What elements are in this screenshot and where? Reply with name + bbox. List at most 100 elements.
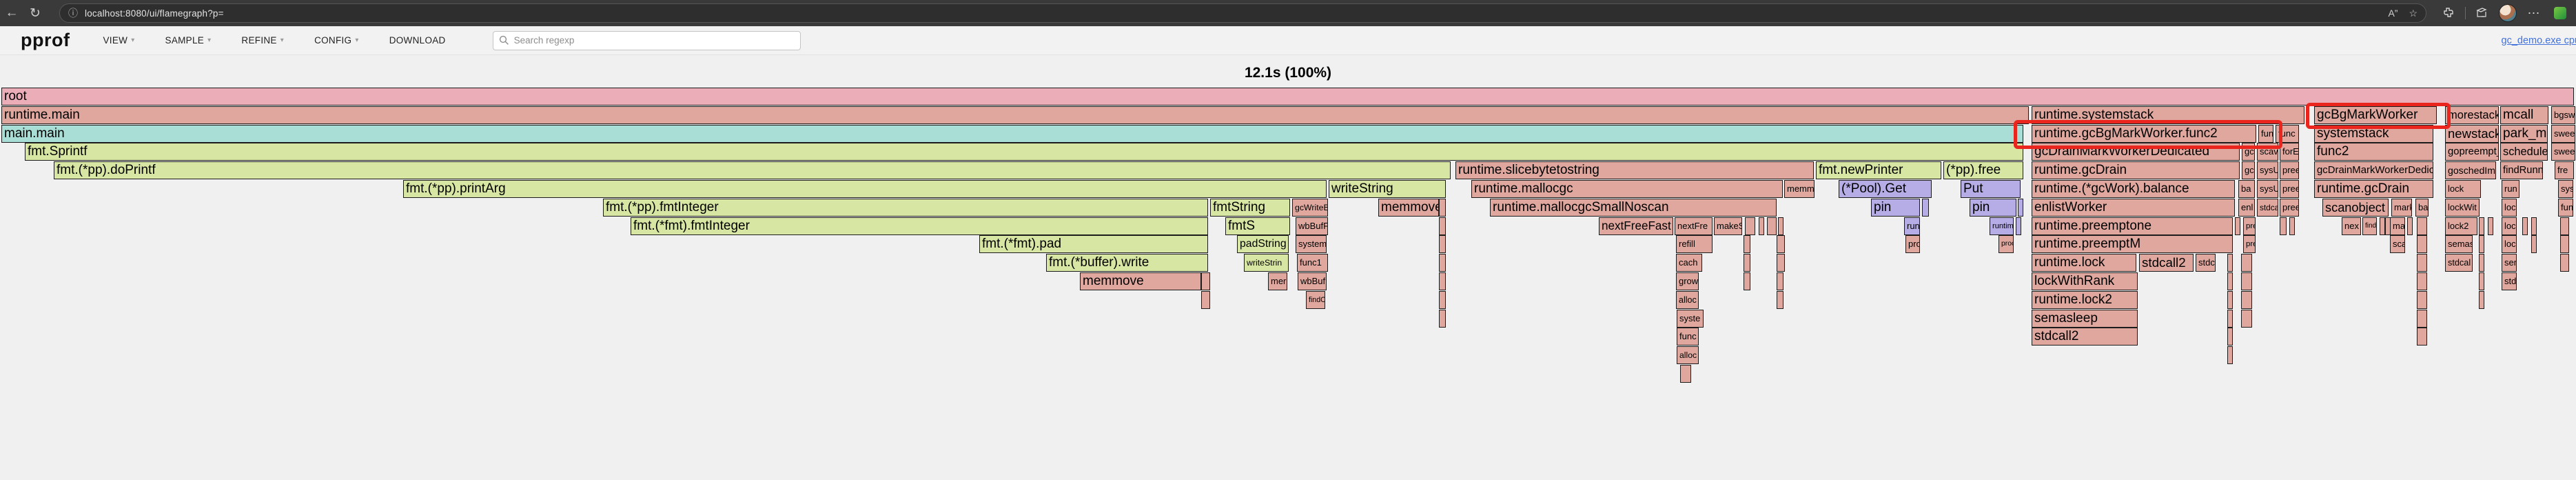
flame-frame-runtime-systemstack[interactable]: runtime.systemstack <box>2032 106 2304 124</box>
flame-frame[interactable] <box>2479 235 2484 253</box>
flame-frame-fmt-newprinter[interactable]: fmt.newPrinter <box>1816 161 1941 179</box>
flame-frame-gc[interactable]: gc <box>2242 143 2255 161</box>
flame-frame-mer[interactable]: mer <box>1268 272 1287 290</box>
flame-frame-pre[interactable]: pre <box>2243 217 2256 235</box>
flame-frame-ba[interactable]: ba <box>2238 180 2255 198</box>
flame-frame-system[interactable]: system <box>1296 235 1327 253</box>
flame-frame-refill[interactable]: refill <box>1676 235 1713 253</box>
flame-frame[interactable] <box>2407 217 2413 235</box>
flame-frame-pree[interactable]: pree <box>2280 199 2299 217</box>
flame-frame[interactable] <box>1759 217 1764 235</box>
favorite-star-icon[interactable]: ☆ <box>2409 7 2417 19</box>
flame-frame[interactable] <box>1744 254 1750 272</box>
menu-refine[interactable]: REFINE ▾ <box>241 35 284 46</box>
flame-frame-stdcall2[interactable]: stdcall2 <box>2139 254 2194 272</box>
flame-frame-pro[interactable]: pro <box>1905 235 1920 253</box>
flame-frame-fmt-fmt-fmtinteger[interactable]: fmt.(*fmt).fmtInteger <box>631 217 1208 235</box>
flame-frame-fre[interactable]: fre <box>2555 161 2574 179</box>
flame-frame-fun[interactable]: fun <box>2558 199 2573 217</box>
read-aloud-icon[interactable]: A” <box>2388 8 2398 19</box>
flame-frame[interactable] <box>2479 217 2484 235</box>
flame-frame[interactable] <box>2227 272 2233 290</box>
flame-frame[interactable] <box>1439 291 1446 309</box>
flame-frame-func2[interactable]: func2 <box>2314 143 2433 161</box>
flame-frame[interactable] <box>2280 217 2287 235</box>
flame-frame-mark[interactable]: mark <box>2391 199 2412 217</box>
flame-frame-makes[interactable]: makeS <box>1714 217 1742 235</box>
flame-frame-runtime-mallocgcsmallnoscan[interactable]: runtime.mallocgcSmallNoscan <box>1490 199 1777 217</box>
flame-frame[interactable] <box>1777 235 1785 253</box>
flame-frame-proc[interactable]: proc <box>1999 235 2014 253</box>
flame-frame[interactable] <box>2018 199 2023 217</box>
flame-frame[interactable] <box>2227 310 2233 328</box>
flame-frame[interactable] <box>2235 217 2240 235</box>
flame-frame-main-main[interactable]: main.main <box>1 125 2023 143</box>
flame-frame[interactable] <box>2289 217 2295 235</box>
flame-frame[interactable] <box>1777 254 1785 272</box>
flame-frame-systemstack[interactable]: systemstack <box>2314 125 2433 143</box>
flame-frame-run[interactable]: run <box>2502 180 2519 198</box>
flame-frame-stdcall2[interactable]: stdcall2 <box>2032 328 2138 346</box>
flame-frame-memmove[interactable]: memmove <box>1378 199 1439 217</box>
flame-frame[interactable] <box>2522 217 2528 235</box>
flame-frame-lock[interactable]: lock <box>2445 180 2481 198</box>
extensions-puzzle-icon[interactable] <box>2437 3 2458 23</box>
flame-frame-fmt-pp-printarg[interactable]: fmt.(*pp).printArg <box>403 180 1327 198</box>
flame-frame-fmt-buffer-write[interactable]: fmt.(*buffer).write <box>1046 254 1208 272</box>
collections-icon[interactable] <box>2471 3 2492 23</box>
flame-frame[interactable] <box>2241 310 2252 328</box>
address-bar[interactable]: ⓘ localhost:8080/ui/flamegraph?p= A” ☆ <box>59 3 2426 23</box>
flame-frame[interactable] <box>2227 254 2233 272</box>
flame-frame-scanobject[interactable]: scanobject <box>2322 199 2389 217</box>
flame-frame[interactable] <box>2531 235 2537 253</box>
flame-frame-runtime-gcwork-balance[interactable]: runtime.(*gcWork).balance <box>2032 180 2235 198</box>
flame-frame[interactable] <box>1680 365 1691 383</box>
flame-frame[interactable] <box>1744 235 1750 253</box>
flame-frame-loc[interactable]: loc <box>2502 217 2517 235</box>
flame-frame-run[interactable]: run <box>1904 217 1920 235</box>
flame-frame-fun[interactable]: fun <box>2258 125 2273 143</box>
flame-frame-loc[interactable]: loc <box>2502 199 2517 217</box>
flame-frame[interactable] <box>2380 217 2385 235</box>
flame-frame-gc[interactable]: gc <box>2242 161 2255 179</box>
flame-frame[interactable] <box>1439 310 1446 328</box>
flame-frame-fmt-fmt-pad[interactable]: fmt.(*fmt).pad <box>979 235 1208 253</box>
flame-frame-memm[interactable]: memm <box>1784 180 1815 198</box>
flame-frame-grow[interactable]: grow <box>1676 272 1699 290</box>
profile-avatar[interactable] <box>2497 3 2518 23</box>
flame-frame-park-m[interactable]: park_m <box>2500 125 2548 143</box>
flame-frame-fmtstring[interactable]: fmtString <box>1210 199 1290 217</box>
flame-frame-stdca[interactable]: stdca <box>2257 199 2278 217</box>
flame-frame-nex[interactable]: nex <box>2342 217 2361 235</box>
search-input[interactable] <box>513 35 795 46</box>
flame-frame[interactable] <box>2479 272 2484 290</box>
flame-frame[interactable] <box>2417 235 2427 253</box>
flame-frame-wbbuff[interactable]: wbBufF <box>1296 217 1328 235</box>
flame-frame[interactable] <box>2560 254 2569 272</box>
flame-frame-enl[interactable]: enl <box>2238 199 2255 217</box>
flame-frame-find[interactable]: find <box>2362 217 2377 235</box>
reload-icon[interactable]: ↻ <box>30 6 41 21</box>
extension-shortcut-icon[interactable] <box>2550 3 2570 23</box>
flame-frame[interactable] <box>2227 328 2233 346</box>
browser-menu-icon[interactable]: ⋯ <box>2527 6 2541 20</box>
flame-frame-func[interactable]: func <box>2276 125 2299 143</box>
flame-frame[interactable] <box>1439 199 1446 217</box>
flame-frame-lock2[interactable]: lock2 <box>2445 217 2477 235</box>
flame-frame-gcwriteb[interactable]: gcWriteB <box>1292 199 1328 217</box>
search-box[interactable] <box>492 30 801 50</box>
flame-frame-wbbuf[interactable]: wbBuf <box>1298 272 1327 290</box>
flame-frame[interactable] <box>2531 217 2537 235</box>
flame-frame-runtime-preemptm[interactable]: runtime.preemptM <box>2032 235 2233 253</box>
flame-frame-runtime-preemptone[interactable]: runtime.preemptone <box>2032 217 2233 235</box>
flame-frame-bgsw[interactable]: bgsw <box>2551 106 2575 124</box>
flame-frame-runtim[interactable]: runtim <box>1990 217 2014 235</box>
flame-frame[interactable] <box>2417 217 2427 235</box>
flame-frame-runtime-gcbgmarkworker-func2[interactable]: runtime.gcBgMarkWorker.func2 <box>2032 125 2256 143</box>
flame-frame[interactable] <box>2241 291 2252 309</box>
flame-frame-memmove[interactable]: memmove <box>1080 272 1201 290</box>
flame-frame-stdc[interactable]: stdc <box>2196 254 2216 272</box>
flame-frame[interactable] <box>1439 235 1446 253</box>
flame-frame-std[interactable]: std <box>2502 272 2517 290</box>
flame-frame[interactable] <box>1439 272 1446 290</box>
